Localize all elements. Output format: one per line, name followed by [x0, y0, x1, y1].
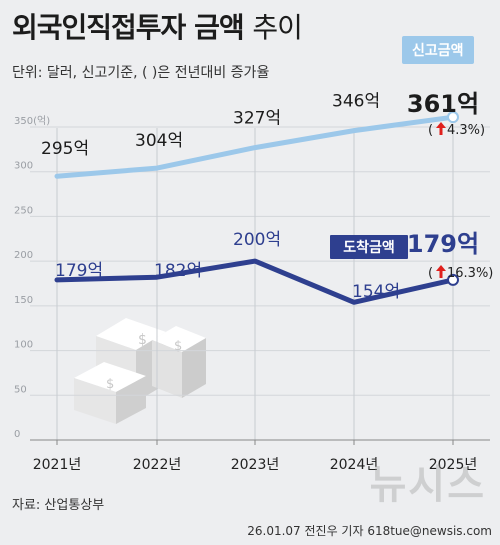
- data-label: 295억: [41, 139, 89, 159]
- change-annotation: (4.3%): [428, 122, 485, 138]
- x-tick-label: 2022년: [133, 457, 182, 473]
- legend-reported-badge: 신고금액: [402, 36, 474, 64]
- annotations: 295억 304억 327억 346억 361억 (4.3%) 179억 182억 200억 15…: [41, 90, 493, 302]
- x-tick-label: 2021년: [33, 457, 82, 473]
- y-tick-label: 100: [14, 340, 33, 351]
- data-label: 154억: [352, 282, 400, 302]
- change-paren: (: [428, 123, 433, 138]
- up-arrow-icon: [436, 122, 446, 128]
- data-label: 327억: [233, 109, 281, 129]
- data-label: 182억: [154, 261, 202, 281]
- x-tick-label: 2024년: [330, 457, 379, 473]
- data-label: 179억: [55, 261, 103, 281]
- legend-arrived-badge: [330, 235, 408, 259]
- y-tick-label: 50: [14, 384, 27, 395]
- change-annotation: (16.3%): [428, 265, 493, 281]
- series-line-arrived: [54, 258, 456, 305]
- money-stack-icon: $ $ $: [74, 318, 206, 424]
- series-end-marker-reported: [447, 111, 459, 124]
- y-axis: 0 50 100 150 200 250 300 350(억): [14, 115, 50, 440]
- y-tick-label: 350(억): [14, 115, 50, 127]
- svg-text:$: $: [174, 339, 182, 354]
- data-label: 361억: [407, 90, 479, 118]
- legend-arrived-label: 도착금액: [343, 239, 395, 256]
- x-axis: 2021년 2022년 2023년 2024년 2025년: [30, 439, 490, 473]
- svg-text:$: $: [106, 377, 114, 392]
- y-tick-label: 250: [14, 205, 33, 216]
- y-tick-label: 150: [14, 295, 33, 306]
- x-tick-label: 2023년: [231, 457, 280, 473]
- unit-note: 단위: 달러, 신고기준, ( )은 전년대비 증가율: [12, 65, 270, 81]
- data-label: 200억: [233, 230, 281, 250]
- series-group: [54, 111, 459, 305]
- change-paren: (: [428, 266, 433, 281]
- title-bold: 외국인직접투자 금액: [12, 11, 245, 44]
- y-tick-label: 0: [14, 429, 20, 440]
- change-value: 16.3%): [447, 266, 493, 281]
- y-tick-label: 200: [14, 250, 33, 261]
- series-end-marker-arrived: [447, 273, 459, 286]
- x-tick-label: 2025년: [429, 457, 478, 473]
- watermark: 뉴시스: [369, 462, 486, 508]
- up-arrow-stem: [439, 127, 443, 135]
- y-tick-label: 300: [14, 161, 33, 172]
- page-title: 외국인직접투자 금액 추이: [12, 6, 303, 46]
- title-light: 추이: [252, 11, 303, 44]
- data-label: 346억: [332, 92, 380, 112]
- source-note: 자료: 산업통상부: [12, 498, 105, 513]
- up-arrow-icon: [436, 265, 446, 271]
- up-arrow-stem: [439, 270, 443, 278]
- change-value: 4.3%): [447, 123, 485, 138]
- credit-line: 26.01.07 전진우 기자 618tue@newsis.com: [247, 524, 492, 538]
- svg-text:$: $: [138, 332, 147, 348]
- series-line-reported: [54, 114, 456, 179]
- data-label: 304억: [135, 131, 183, 151]
- data-label: 179억: [407, 230, 479, 258]
